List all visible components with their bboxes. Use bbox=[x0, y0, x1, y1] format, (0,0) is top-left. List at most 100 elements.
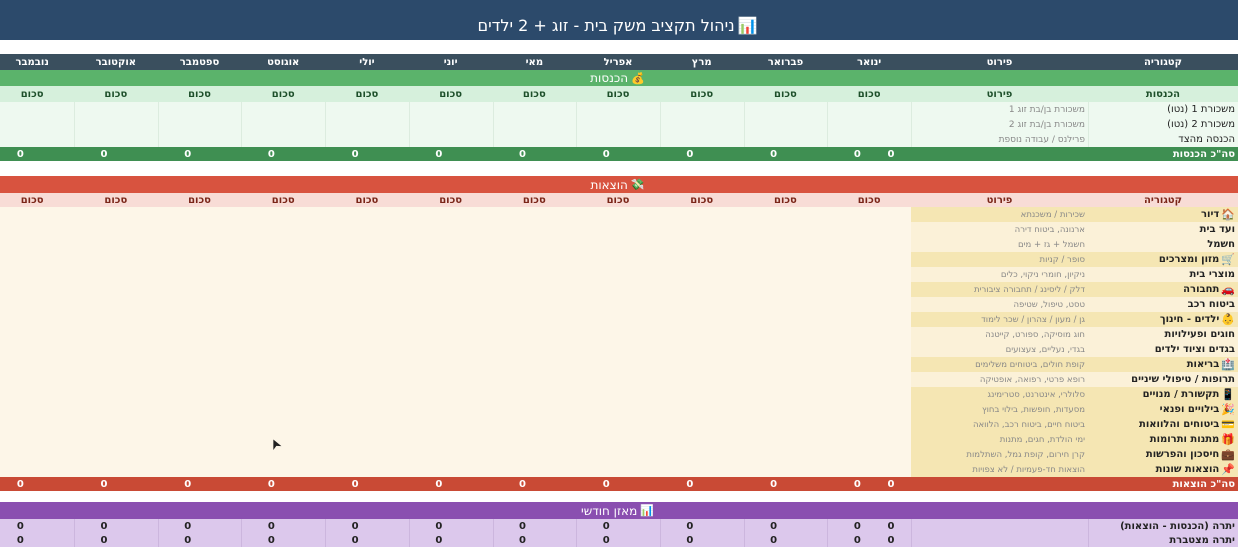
expense-amount-cell[interactable] bbox=[660, 237, 744, 252]
expense-amount-cell[interactable] bbox=[409, 447, 493, 462]
income-amount-cell[interactable] bbox=[74, 117, 158, 132]
expense-amount-cell[interactable] bbox=[0, 447, 74, 462]
expense-amount-cell[interactable] bbox=[409, 462, 493, 477]
expense-amount-cell[interactable] bbox=[576, 387, 660, 402]
expense-amount-cell[interactable] bbox=[827, 222, 911, 237]
income-amount-cell[interactable] bbox=[493, 117, 577, 132]
income-amount-cell[interactable] bbox=[0, 117, 74, 132]
expense-amount-cell[interactable] bbox=[325, 222, 409, 237]
income-amount-cell[interactable] bbox=[409, 117, 493, 132]
expense-amount-cell[interactable] bbox=[827, 462, 911, 477]
expense-amount-cell[interactable] bbox=[325, 237, 409, 252]
expense-amount-cell[interactable] bbox=[0, 267, 74, 282]
expense-amount-cell[interactable] bbox=[325, 432, 409, 447]
expense-amount-cell[interactable] bbox=[493, 267, 577, 282]
expense-amount-cell[interactable] bbox=[241, 237, 325, 252]
expense-amount-cell[interactable] bbox=[576, 237, 660, 252]
expense-amount-cell[interactable] bbox=[744, 387, 828, 402]
expense-amount-cell[interactable] bbox=[576, 222, 660, 237]
expense-amount-cell[interactable] bbox=[409, 282, 493, 297]
expense-amount-cell[interactable] bbox=[660, 417, 744, 432]
expense-amount-cell[interactable] bbox=[409, 402, 493, 417]
expense-amount-cell[interactable] bbox=[158, 297, 242, 312]
expense-amount-cell[interactable] bbox=[660, 372, 744, 387]
expense-amount-cell[interactable] bbox=[158, 207, 242, 222]
expense-amount-cell[interactable] bbox=[660, 327, 744, 342]
expense-amount-cell[interactable] bbox=[493, 462, 577, 477]
expense-amount-cell[interactable] bbox=[325, 282, 409, 297]
expense-amount-cell[interactable] bbox=[0, 327, 74, 342]
expense-amount-cell[interactable] bbox=[827, 327, 911, 342]
expense-amount-cell[interactable] bbox=[827, 417, 911, 432]
expense-amount-cell[interactable] bbox=[158, 387, 242, 402]
expense-amount-cell[interactable] bbox=[660, 357, 744, 372]
expense-amount-cell[interactable] bbox=[0, 372, 74, 387]
expense-amount-cell[interactable] bbox=[660, 282, 744, 297]
expense-amount-cell[interactable] bbox=[74, 237, 158, 252]
expense-amount-cell[interactable] bbox=[325, 297, 409, 312]
expense-amount-cell[interactable] bbox=[325, 447, 409, 462]
expense-amount-cell[interactable] bbox=[493, 357, 577, 372]
expense-amount-cell[interactable] bbox=[827, 207, 911, 222]
expense-amount-cell[interactable] bbox=[74, 342, 158, 357]
expense-amount-cell[interactable] bbox=[576, 462, 660, 477]
expense-amount-cell[interactable] bbox=[158, 402, 242, 417]
expense-amount-cell[interactable] bbox=[660, 312, 744, 327]
expense-amount-cell[interactable] bbox=[493, 327, 577, 342]
expense-amount-cell[interactable] bbox=[576, 282, 660, 297]
income-amount-cell[interactable] bbox=[827, 102, 911, 117]
expense-amount-cell[interactable] bbox=[493, 387, 577, 402]
expense-amount-cell[interactable] bbox=[744, 417, 828, 432]
expense-amount-cell[interactable] bbox=[576, 402, 660, 417]
expense-amount-cell[interactable] bbox=[744, 327, 828, 342]
expense-amount-cell[interactable] bbox=[74, 282, 158, 297]
income-amount-cell[interactable] bbox=[409, 102, 493, 117]
expense-amount-cell[interactable] bbox=[409, 432, 493, 447]
expense-amount-cell[interactable] bbox=[325, 342, 409, 357]
expense-amount-cell[interactable] bbox=[158, 312, 242, 327]
expense-amount-cell[interactable] bbox=[827, 252, 911, 267]
income-amount-cell[interactable] bbox=[660, 102, 744, 117]
expense-amount-cell[interactable] bbox=[74, 327, 158, 342]
expense-amount-cell[interactable] bbox=[74, 222, 158, 237]
expense-amount-cell[interactable] bbox=[744, 297, 828, 312]
expense-amount-cell[interactable] bbox=[158, 327, 242, 342]
expense-amount-cell[interactable] bbox=[576, 357, 660, 372]
expense-amount-cell[interactable] bbox=[325, 207, 409, 222]
expense-amount-cell[interactable] bbox=[576, 267, 660, 282]
expense-amount-cell[interactable] bbox=[493, 447, 577, 462]
income-amount-cell[interactable] bbox=[576, 102, 660, 117]
expense-amount-cell[interactable] bbox=[576, 252, 660, 267]
expense-amount-cell[interactable] bbox=[409, 267, 493, 282]
income-amount-cell[interactable] bbox=[493, 132, 577, 147]
expense-amount-cell[interactable] bbox=[744, 237, 828, 252]
expense-amount-cell[interactable] bbox=[576, 342, 660, 357]
expense-amount-cell[interactable] bbox=[0, 207, 74, 222]
expense-amount-cell[interactable] bbox=[158, 342, 242, 357]
expense-amount-cell[interactable] bbox=[74, 312, 158, 327]
expense-amount-cell[interactable] bbox=[493, 402, 577, 417]
expense-amount-cell[interactable] bbox=[158, 252, 242, 267]
expense-amount-cell[interactable] bbox=[827, 267, 911, 282]
expense-amount-cell[interactable] bbox=[744, 462, 828, 477]
expense-amount-cell[interactable] bbox=[493, 372, 577, 387]
expense-amount-cell[interactable] bbox=[660, 387, 744, 402]
expense-amount-cell[interactable] bbox=[744, 207, 828, 222]
expense-amount-cell[interactable] bbox=[0, 417, 74, 432]
expense-amount-cell[interactable] bbox=[744, 222, 828, 237]
expense-amount-cell[interactable] bbox=[409, 327, 493, 342]
income-amount-cell[interactable] bbox=[74, 102, 158, 117]
expense-amount-cell[interactable] bbox=[409, 417, 493, 432]
expense-amount-cell[interactable] bbox=[827, 297, 911, 312]
expense-amount-cell[interactable] bbox=[660, 462, 744, 477]
expense-amount-cell[interactable] bbox=[744, 312, 828, 327]
expense-amount-cell[interactable] bbox=[660, 222, 744, 237]
expense-amount-cell[interactable] bbox=[158, 267, 242, 282]
expense-amount-cell[interactable] bbox=[241, 447, 325, 462]
expense-amount-cell[interactable] bbox=[827, 402, 911, 417]
expense-amount-cell[interactable] bbox=[74, 447, 158, 462]
expense-amount-cell[interactable] bbox=[493, 342, 577, 357]
expense-amount-cell[interactable] bbox=[241, 297, 325, 312]
expense-amount-cell[interactable] bbox=[0, 252, 74, 267]
expense-amount-cell[interactable] bbox=[827, 447, 911, 462]
